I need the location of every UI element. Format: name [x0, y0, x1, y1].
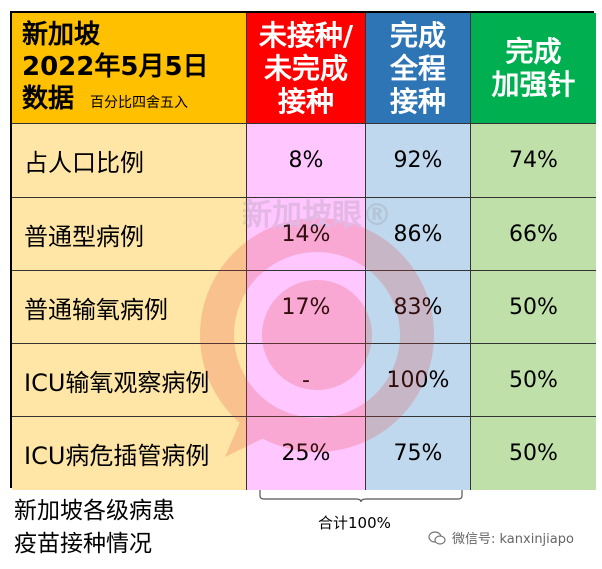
cell-unvaccinated: 14% [247, 198, 366, 271]
cell-booster: 74% [471, 124, 596, 198]
caption-line1: 新加坡各级病患 [14, 498, 175, 524]
caption-line2: 疫苗接种情况 [14, 531, 152, 557]
cell-full: 86% [366, 198, 471, 271]
row-label: 普通型病例 [12, 198, 247, 271]
header-data-label: 数据 [22, 84, 75, 114]
row-label: 普通输氧病例 [12, 271, 247, 344]
wechat-label: 微信号: kanxinjiapo [452, 532, 574, 547]
cell-unvaccinated: 8% [247, 124, 366, 198]
cell-full: 100% [366, 344, 471, 417]
row-label: ICU病危插管病例 [12, 417, 247, 490]
header-full-line1: 完成 [389, 18, 446, 52]
total-note: 合计100% [318, 514, 391, 532]
cell-unvaccinated: 25% [247, 417, 366, 490]
cell-booster: 50% [471, 271, 596, 344]
cell-full: 83% [366, 271, 471, 344]
header-unvaccinated-line1: 未接种/ [258, 18, 354, 52]
row-label: ICU输氧观察病例 [12, 344, 247, 417]
header-fully-vaccinated: 完成 全程 接种 [366, 13, 471, 124]
figure-caption: 新加坡各级病患 疫苗接种情况 [14, 495, 175, 561]
cell-booster: 50% [471, 344, 596, 417]
wechat-id: 微信号: kanxinjiapo [428, 528, 574, 547]
cell-booster: 50% [471, 417, 596, 490]
wechat-icon [428, 530, 446, 545]
cell-unvaccinated: - [247, 344, 366, 417]
header-full-line2: 全程 [389, 51, 446, 85]
cell-booster: 66% [471, 198, 596, 271]
header-rounding-note: 百分比四舍五入 [90, 95, 189, 111]
cell-full: 75% [366, 417, 471, 490]
header-date: 2022年5月5日 [22, 52, 209, 82]
cell-full: 92% [366, 124, 471, 198]
bracket-icon [259, 488, 463, 502]
header-unvaccinated-line3: 接种 [277, 84, 334, 118]
header-unvaccinated: 未接种/ 未完成 接种 [247, 13, 366, 124]
cell-unvaccinated: 17% [247, 271, 366, 344]
header-booster-line2: 加强针 [491, 68, 576, 101]
header-full-line3: 接种 [389, 84, 446, 118]
header-booster: 完成 加强针 [471, 13, 596, 124]
header-date-cell: 新加坡 2022年5月5日 数据 百分比四舍五入 [12, 13, 247, 124]
header-country: 新加坡 [22, 20, 101, 50]
row-label: 占人口比例 [12, 124, 247, 198]
header-booster-line1: 完成 [505, 35, 562, 68]
vaccination-table: 新加坡 2022年5月5日 数据 百分比四舍五入 未接种/ 未完成 接种 完成 … [10, 11, 596, 490]
header-unvaccinated-line2: 未完成 [263, 51, 348, 85]
